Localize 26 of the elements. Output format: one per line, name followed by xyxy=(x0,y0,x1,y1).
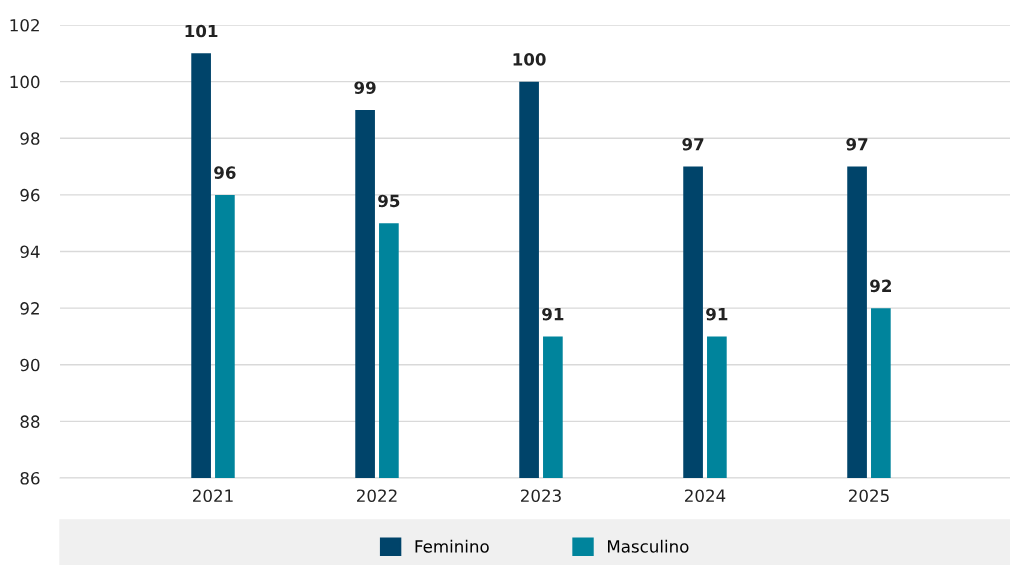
data-label: 97 xyxy=(682,138,704,151)
legend-label: Masculino xyxy=(607,539,689,553)
x-tick-label: 2024 xyxy=(684,489,726,503)
data-label: 91 xyxy=(542,307,564,321)
y-tick-label: 86 xyxy=(20,471,40,485)
x-tick-label: 2021 xyxy=(193,489,233,503)
y-tick-label: 94 xyxy=(20,245,40,259)
x-tick-label: 2025 xyxy=(848,489,889,503)
data-label: 101 xyxy=(185,24,218,38)
y-tick-label: 98 xyxy=(20,132,40,145)
x-tick-label: 2022 xyxy=(357,489,397,503)
y-tick-label: 88 xyxy=(20,415,40,428)
y-tick-label: 100 xyxy=(10,75,40,89)
y-tick-label: 102 xyxy=(10,18,39,32)
y-tick-label: 96 xyxy=(20,188,40,202)
data-label: 97 xyxy=(846,138,868,151)
data-label: 95 xyxy=(378,194,400,208)
y-tick-label: 92 xyxy=(20,302,39,315)
data-label: 92 xyxy=(870,279,892,293)
data-label: 99 xyxy=(354,81,376,94)
data-label: 96 xyxy=(214,166,236,179)
data-label: 100 xyxy=(513,53,546,66)
x-tick-label: 2023 xyxy=(521,489,561,503)
legend-label: Feminino xyxy=(415,539,489,553)
y-tick-label: 90 xyxy=(20,358,40,372)
data-label: 91 xyxy=(706,307,728,321)
